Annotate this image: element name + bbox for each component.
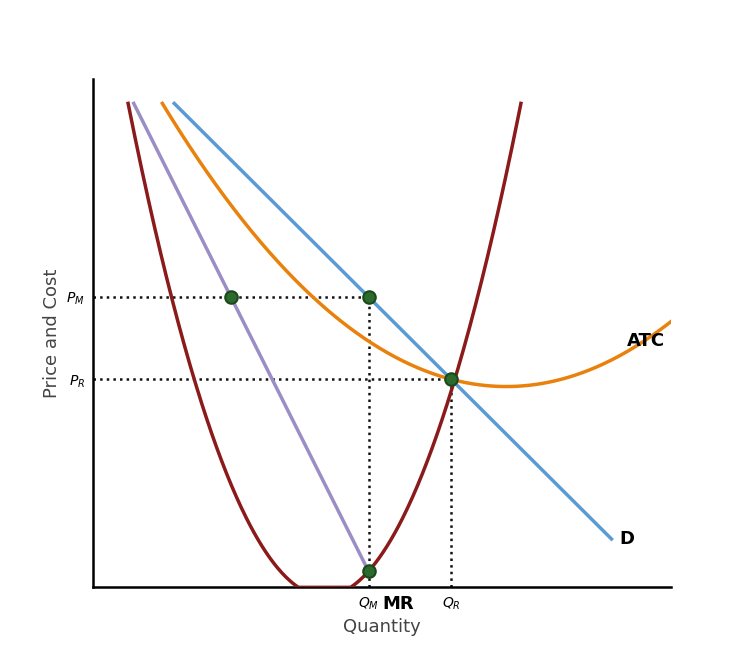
Text: D: D — [620, 530, 635, 548]
Y-axis label: Price and Cost: Price and Cost — [43, 269, 61, 398]
Text: ATC: ATC — [627, 332, 665, 350]
Text: MR: MR — [382, 595, 414, 613]
X-axis label: Quantity: Quantity — [343, 618, 421, 636]
